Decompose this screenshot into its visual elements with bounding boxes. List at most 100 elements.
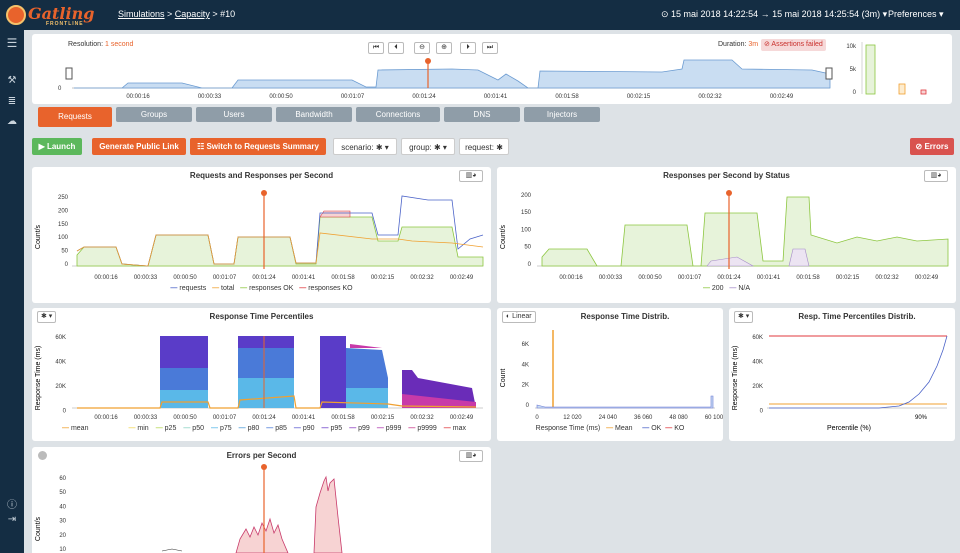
- breadcrumb-simulations[interactable]: Simulations: [118, 9, 165, 19]
- y-tick-label: 200: [58, 208, 69, 214]
- tab-bandwidth[interactable]: Bandwidth: [276, 107, 352, 122]
- timeline-tick-label: 00:02:32: [698, 94, 722, 100]
- distrib-xticks: 0 12 020 24 040 36 060 48 080 60 100: [535, 415, 723, 421]
- percentile-select[interactable]: ✱ ▾: [37, 311, 57, 323]
- y-tick-label: 4K: [522, 362, 529, 368]
- pdist-chart[interactable]: Response Time (ms) 60K 40K 20K 0 90% Percen…: [729, 308, 955, 441]
- legend-p50[interactable]: — p50: [183, 425, 204, 432]
- legend-p95[interactable]: — p95: [321, 425, 343, 432]
- tab-users[interactable]: Users: [196, 107, 272, 122]
- next-icon[interactable]: ⏵: [460, 42, 476, 54]
- logo-text: Gatling: [28, 4, 95, 23]
- group-dropdown[interactable]: group: ✱ ▾: [401, 138, 455, 155]
- legend-ok[interactable]: — OK: [642, 425, 662, 432]
- generate-public-link-button[interactable]: Generate Public Link: [92, 138, 186, 155]
- errors-button[interactable]: ⊘ Errors: [910, 138, 954, 155]
- launch-button[interactable]: ▶ Launch: [32, 138, 82, 155]
- distrib-ylabel: Count: [500, 369, 507, 388]
- list-icon[interactable]: ≣: [7, 96, 17, 107]
- x-tick-label: 00:02:15: [371, 275, 395, 281]
- legend-200[interactable]: — 200: [702, 285, 724, 292]
- cloud-icon[interactable]: ☁: [7, 116, 17, 127]
- breadcrumb-run: #10: [220, 9, 236, 19]
- x-tick-label: 48 080: [669, 415, 688, 421]
- legend-p9999[interactable]: — p9999: [408, 425, 437, 432]
- wrench-icon[interactable]: ⚒: [7, 75, 17, 86]
- collapse-icon[interactable]: [38, 451, 47, 460]
- legend-mean[interactable]: — mean: [62, 425, 89, 432]
- legend-p90[interactable]: — p90: [293, 425, 315, 432]
- breadcrumb-capacity[interactable]: Capacity: [174, 9, 210, 19]
- chart-type-icon[interactable]: ▥◕: [459, 450, 483, 462]
- legend-responses-ko[interactable]: — responses KO: [299, 285, 353, 292]
- legend-min[interactable]: — min: [128, 425, 149, 432]
- legend-requests[interactable]: — requests: [170, 285, 207, 292]
- legend-p99[interactable]: — p99: [349, 425, 370, 432]
- y-tick-label: 0: [65, 262, 69, 268]
- x-tick-label: 00:00:50: [173, 415, 197, 421]
- first-icon[interactable]: ⏮: [368, 42, 384, 54]
- scenario-dropdown[interactable]: scenario: ✱ ▾: [333, 138, 397, 155]
- sidebar: ☰ ⚒ ≣ ☁ ⓘ ⇥: [0, 30, 24, 553]
- mini-bar-200: [865, 44, 876, 95]
- tab-requests[interactable]: Requests: [38, 107, 112, 127]
- x-tick-label: 00:00:50: [638, 275, 662, 281]
- x-tick-label: 36 060: [634, 415, 653, 421]
- x-tick-label: 24 040: [599, 415, 618, 421]
- distrib-chart[interactable]: Count 6K 4K 2K 0 0 12 020 24 040 36 060 48 080 6…: [497, 308, 723, 441]
- x-tick-label: 00:00:33: [134, 275, 158, 281]
- legend-na[interactable]: — N/A: [729, 285, 751, 292]
- resolution-value[interactable]: 1 second: [104, 41, 134, 48]
- y-tick-label: 0: [528, 262, 532, 268]
- y-tick-label: 50: [61, 249, 68, 255]
- x-tick-label: 00:01:41: [292, 275, 316, 281]
- legend-p75[interactable]: — p75: [210, 425, 232, 432]
- y-tick-label: 40K: [55, 360, 66, 366]
- timeline-tick-label: 00:02:49: [770, 94, 794, 100]
- assertions-badge[interactable]: ⊘ Assertions failed: [761, 39, 826, 51]
- legend-ko[interactable]: — KO: [665, 425, 685, 432]
- duration-label: Duration:: [718, 41, 747, 48]
- legend-total[interactable]: — total: [212, 285, 235, 292]
- pct-yticks: 60K 40K 20K 0: [55, 335, 66, 415]
- tab-dns[interactable]: DNS: [444, 107, 520, 122]
- legend-mean[interactable]: — Mean: [606, 425, 633, 432]
- rr-chart[interactable]: Count/s 250 200 150 100 50 0 00:00:16 00:00:33…: [32, 167, 491, 303]
- request-filter[interactable]: request: ✱: [459, 138, 509, 155]
- pdist-select[interactable]: ✱ ▾: [734, 311, 754, 323]
- zoom-in-icon[interactable]: ⊕: [436, 42, 452, 54]
- last-icon[interactable]: ⏭: [482, 42, 498, 54]
- x-tick-label: 00:00:33: [134, 415, 158, 421]
- prev-icon[interactable]: ⏴: [388, 42, 404, 54]
- tab-connections[interactable]: Connections: [356, 107, 440, 122]
- errors-chart[interactable]: Count/s 60 50 40 30 20 10: [32, 447, 491, 553]
- gatling-logo[interactable]: Gatling FRONTLINE: [6, 4, 94, 27]
- preferences-menu[interactable]: Preferences ▾: [888, 9, 944, 19]
- legend-p85[interactable]: — p85: [266, 425, 287, 432]
- switch-summary-button[interactable]: ☷ Switch to Requests Summary: [190, 138, 326, 155]
- legend-p999[interactable]: — p999: [376, 425, 402, 432]
- linear-toggle[interactable]: ◐ Linear: [502, 311, 536, 323]
- info-icon[interactable]: ⓘ: [7, 500, 17, 511]
- tab-bar: Requests Groups Users Bandwidth Connecti…: [32, 107, 632, 127]
- chart-type-icon[interactable]: ▥◕: [924, 170, 948, 182]
- tab-injectors[interactable]: Injectors: [524, 107, 600, 122]
- timeline-chart[interactable]: 0 00:00:16 00:00:33 00:00:50 00:01:07 00:01:…: [32, 34, 952, 104]
- logo-mark-icon: [6, 5, 26, 25]
- menu-icon[interactable]: ☰: [6, 36, 18, 50]
- legend-max[interactable]: — max: [443, 425, 466, 432]
- legend-responses-ok[interactable]: — responses OK: [240, 285, 294, 292]
- x-tick-label: 00:01:07: [213, 275, 237, 281]
- legend-p25[interactable]: — p25: [155, 425, 177, 432]
- legend-p80[interactable]: — p80: [238, 425, 260, 432]
- pct-xticks: 00:00:16 00:00:33 00:00:50 00:01:07 00:01:24…: [94, 415, 474, 421]
- time-range-selector[interactable]: ⊙ 15 mai 2018 14:22:54 → 15 mai 2018 14:…: [661, 9, 888, 19]
- zoom-out-icon[interactable]: ⊖: [414, 42, 430, 54]
- tab-groups[interactable]: Groups: [116, 107, 192, 122]
- pct-ylabel: Response Time (ms): [35, 346, 42, 411]
- x-tick-label: 00:02:49: [450, 275, 474, 281]
- logout-icon[interactable]: ⇥: [7, 514, 17, 525]
- chart-type-icon[interactable]: ▥◕: [459, 170, 483, 182]
